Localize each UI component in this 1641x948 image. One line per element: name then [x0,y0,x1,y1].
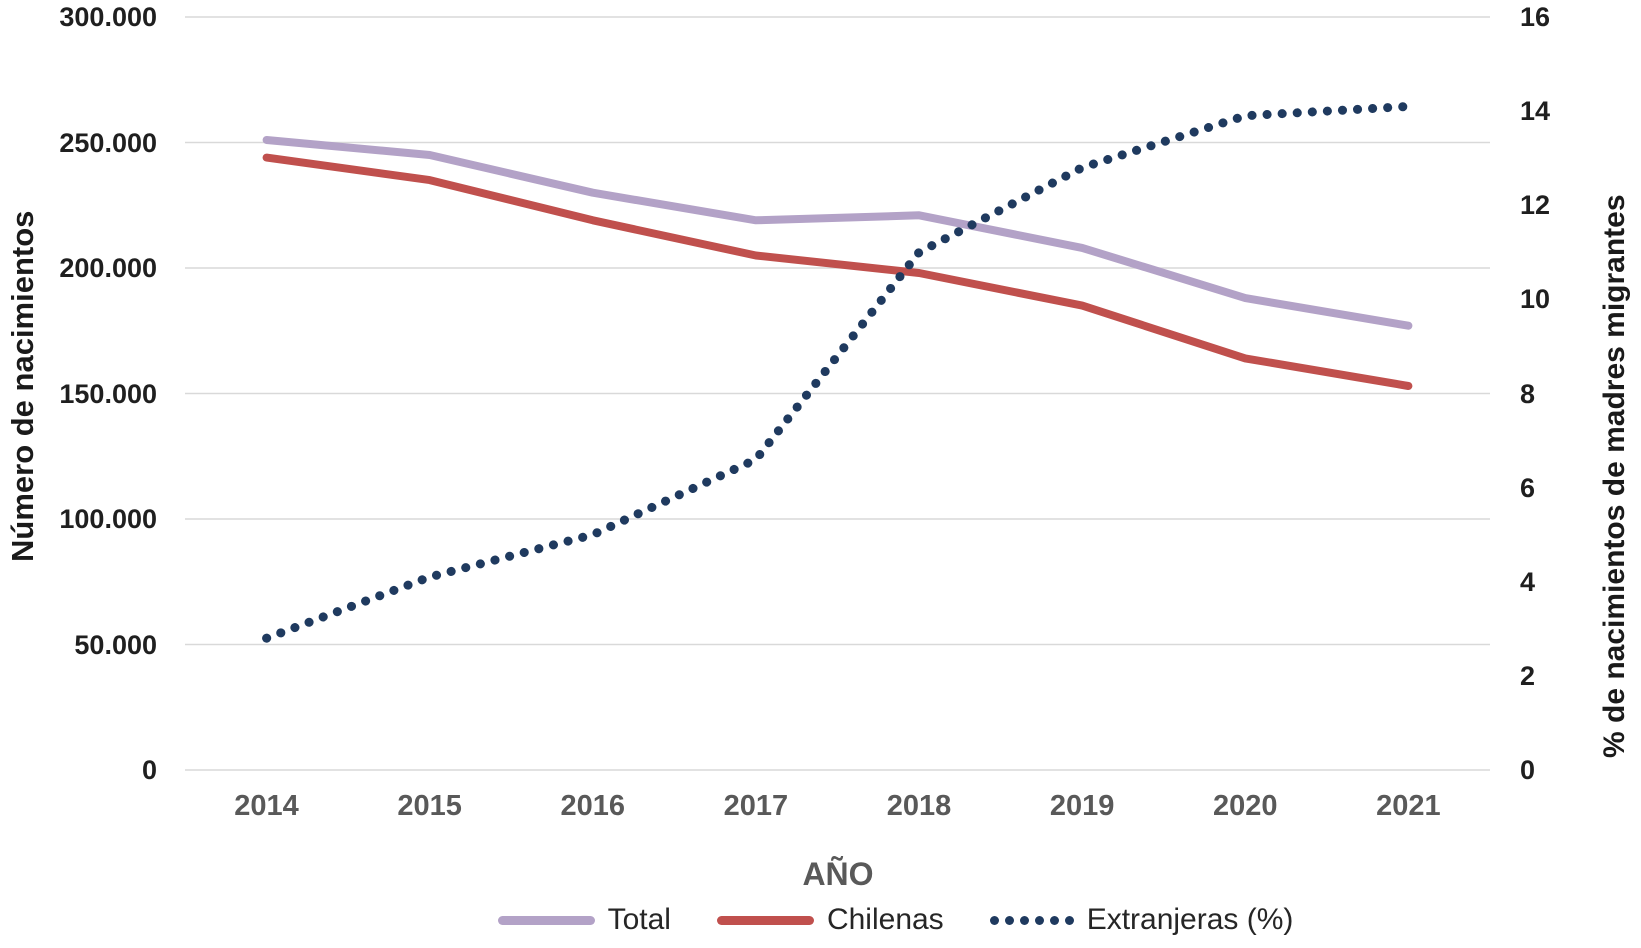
y-right-tick-label: 16 [1520,2,1551,32]
y-left-tick-label: 250.000 [59,127,157,158]
x-axis-tick-label: 2016 [560,790,626,822]
y-right-tick-label: 8 [1520,378,1536,409]
y-left-tick-label: 200.000 [59,253,157,283]
y-left-tick-label: 100.000 [59,504,157,534]
y-right-tick-label: 2 [1520,660,1536,691]
x-axis-tick-label: 2015 [397,790,462,822]
y-right-tick-label: 12 [1520,190,1551,221]
x-axis-tick-label: 2018 [886,790,952,822]
x-axis-title: AÑO [802,856,874,892]
y-right-tick-label: 10 [1520,284,1551,315]
legend-swatch-extranjeras-dots [989,915,1074,925]
y-left-tick-label: 300.000 [59,2,157,32]
series-line-chilenas [262,153,1413,390]
y-left-tick-label: 150.000 [59,378,157,409]
legend-item-chilenas: Chilenas [716,903,944,937]
x-axis-tick-label: 2017 [723,790,789,822]
legend-label-total: Total [607,903,671,936]
y-right-tick-label: 14 [1520,96,1551,127]
legend-swatch-chilenas-line [716,915,814,925]
legend-item-extranjeras: Extranjeras (%) [989,903,1294,937]
y-right-tick-label: 6 [1520,472,1536,503]
y-left-tick-label: 0 [141,755,157,785]
y-left-tick-label: 50.000 [74,629,157,660]
legend-swatch-total-line [497,915,595,925]
legend-item-total: Total [497,903,671,937]
x-axis-tick-label: 2014 [234,790,299,822]
series-line-total [262,136,1413,330]
legend-label-extranjeras: Extranjeras (%) [1086,903,1294,936]
x-axis-tick-label: 2020 [1213,790,1278,822]
legend-label-chilenas: Chilenas [826,903,944,936]
x-axis-tick-label: 2019 [1049,790,1115,822]
y-right-tick-label: 4 [1520,566,1536,597]
legend: Total Chilenas Extranjeras (%) [0,900,1641,940]
y-right-tick-label: 0 [1520,755,1536,785]
x-axis-tick-label: 2021 [1376,790,1441,822]
